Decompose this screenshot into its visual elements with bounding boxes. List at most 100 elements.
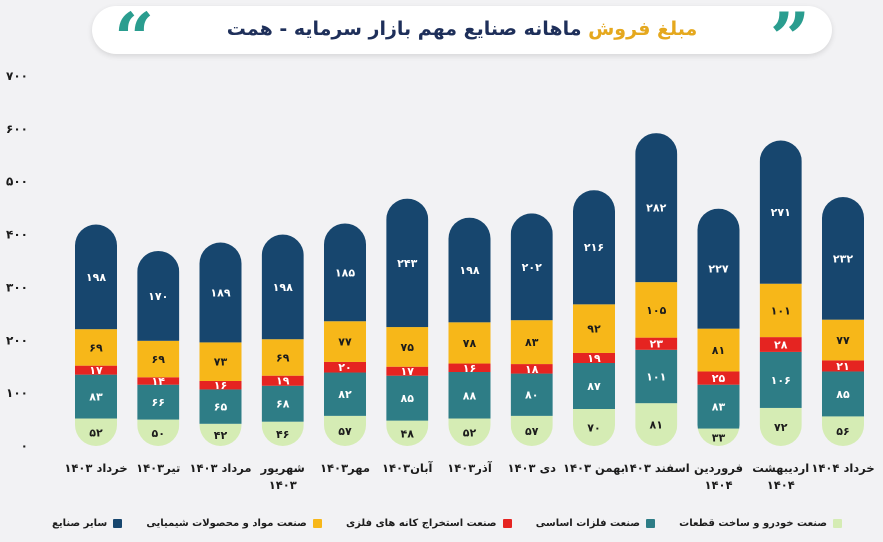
- x-tick-label: مهر۱۴۰۳: [320, 461, 370, 475]
- data-label-chemical: ۷۵: [401, 341, 415, 354]
- data-label-other: ۲۸۲: [646, 202, 666, 215]
- bar-segment-chemical: [137, 340, 180, 378]
- data-label-metals: ۱۰۶: [771, 374, 791, 387]
- data-label-metals: ۸۸: [463, 389, 477, 402]
- bar-segment-metals: [199, 389, 242, 424]
- y-axis: ۰ ۱۰۰ ۲۰۰ ۳۰۰ ۴۰۰ ۵۰۰ ۶۰۰ ۷۰۰: [6, 69, 28, 453]
- legend-swatch: [646, 518, 655, 528]
- legend-item-auto: صنعت خودرو و ساخت قطعات: [679, 510, 842, 536]
- bar-stack: ۸۱ ۱۰۱ ۲۳ ۱۰۵ ۲۸۲: [635, 133, 678, 446]
- x-tick-label: ۱۴۰۴: [767, 478, 795, 492]
- bar-segment-metals: [759, 351, 802, 408]
- data-label-metals: ۸۷: [587, 380, 601, 393]
- legend-swatch: [312, 518, 322, 528]
- data-label-chemical: ۷۳: [214, 356, 228, 369]
- bar-segment-other: [324, 223, 366, 322]
- legend-swatch: [502, 518, 512, 528]
- x-tick-label: ۱۴۰۳: [269, 478, 297, 492]
- bar-segment-mining: [324, 361, 366, 373]
- legend-label: صنعت استخراج کانه های فلزی: [346, 517, 497, 529]
- y-tick-label: ۱۰۰: [6, 386, 28, 400]
- legend-item-other: سایر صنایع: [52, 510, 123, 536]
- bar-segment-metals: [137, 384, 180, 420]
- y-tick-label: ۳۰۰: [6, 280, 28, 294]
- bar-segment-auto: [573, 408, 615, 446]
- bar-segment-other: [822, 197, 864, 320]
- y-tick-label: ۰: [21, 439, 28, 453]
- data-label-other: ۱۹۸: [86, 271, 106, 284]
- bar-segment-auto: [759, 407, 802, 446]
- legend-label: صنعت فلزات اساسی: [535, 517, 640, 529]
- legend-swatch: [113, 518, 123, 528]
- data-label-other: ۱۹۸: [273, 281, 293, 294]
- y-tick-label: ۴۰۰: [6, 228, 28, 242]
- bar-stack: ۴۲ ۶۵ ۱۶ ۷۳ ۱۸۹: [199, 242, 242, 446]
- data-label-metals: ۸۵: [836, 388, 850, 401]
- x-tick-label: مرداد ۱۴۰۳: [189, 461, 251, 475]
- y-tick-label: ۷۰۰: [6, 69, 28, 83]
- legend-item-metals: صنعت فلزات اساسی: [536, 510, 655, 536]
- data-label-mining: ۱۷: [89, 364, 103, 377]
- bar-segment-other: [759, 140, 802, 284]
- data-label-mining: ۲۱: [836, 360, 849, 373]
- data-label-chemical: ۶۹: [276, 351, 290, 364]
- legend-item-mining: صنعت استخراج کانه های فلزی: [346, 510, 512, 536]
- bar-segment-metals: [635, 349, 678, 404]
- data-label-metals: ۸۳: [89, 391, 103, 404]
- bar-segment-mining: [759, 337, 802, 352]
- data-label-mining: ۱۶: [214, 379, 227, 392]
- bar-segment-metals: [261, 385, 304, 422]
- bar-segment-metals: [822, 371, 864, 417]
- data-label-chemical: ۷۸: [463, 337, 477, 350]
- bar-segment-other: [510, 213, 553, 321]
- bar-stack: ۵۷ ۸۰ ۱۸ ۸۳ ۲۰۲: [510, 213, 553, 446]
- bar-segment-other: [261, 234, 304, 340]
- data-label-chemical: ۸۳: [525, 336, 539, 349]
- data-label-chemical: ۹۲: [587, 323, 601, 336]
- bar-segment-auto: [635, 403, 678, 446]
- title-box: “ ” مبلغ فروش ماهانه صنایع مهم بازار سرم…: [92, 4, 832, 74]
- bar-segment-mining: [697, 371, 740, 385]
- bar-segment-chemical: [448, 322, 491, 364]
- bar-segment-chemical: [635, 282, 678, 338]
- data-label-metals: ۸۵: [401, 392, 415, 405]
- data-label-mining: ۲۵: [712, 372, 726, 385]
- data-label-auto: ۵۰: [152, 427, 165, 440]
- bar-stack: ۵۷ ۸۲ ۲۰ ۷۷ ۱۸۵: [324, 223, 366, 446]
- legend-label: صنعت مواد و محصولات شیمیایی: [146, 517, 307, 529]
- bar-segment-mining: [822, 360, 864, 372]
- data-label-chemical: ۶۹: [89, 341, 103, 354]
- bar-segment-mining: [510, 364, 553, 374]
- data-label-mining: ۱۹: [276, 375, 290, 388]
- data-label-other: ۲۷۱: [771, 206, 791, 219]
- x-tick-label: اسفند ۱۴۰۳: [623, 461, 690, 475]
- data-label-chemical: ۱۰۱: [771, 304, 791, 317]
- bar-segment-other: [137, 250, 180, 341]
- bar-segment-mining: [199, 380, 242, 390]
- data-label-metals: ۸۰: [525, 389, 538, 402]
- bar-stack: ۵۰ ۶۶ ۱۴ ۶۹ ۱۷۰: [137, 250, 180, 446]
- bar-segment-other: [448, 217, 491, 323]
- data-label-auto: ۵۲: [463, 426, 477, 439]
- bar-segment-metals: [573, 363, 615, 409]
- x-tick-label: فروردین: [694, 461, 743, 476]
- bar-stack: ۷۰ ۸۷ ۱۹ ۹۲ ۲۱۶: [573, 190, 615, 446]
- data-label-auto: ۵۶: [836, 425, 849, 438]
- data-label-auto: ۳۳: [712, 431, 726, 444]
- bar-segment-other: [386, 198, 429, 328]
- bar-stack: ۳۳ ۸۳ ۲۵ ۸۱ ۲۲۷: [697, 208, 740, 446]
- bar-segment-mining: [635, 337, 678, 350]
- x-tick-label: ۱۴۰۴: [704, 478, 732, 492]
- bar-stack: ۵۲ ۸۳ ۱۷ ۶۹ ۱۹۸: [75, 224, 117, 446]
- data-label-mining: ۲۰: [338, 361, 351, 374]
- data-label-other: ۲۴۳: [397, 257, 417, 270]
- bar-stack: ۵۲ ۸۸ ۱۶ ۷۸ ۱۹۸: [448, 217, 491, 446]
- data-label-auto: ۴۲: [214, 429, 228, 442]
- bar-segment-chemical: [261, 339, 304, 376]
- x-tick-label: آبان۱۴۰۳: [382, 461, 434, 475]
- bar-segment-chemical: [573, 304, 615, 353]
- data-label-mining: ۱۷: [401, 365, 415, 378]
- data-label-mining: ۲۸: [774, 339, 788, 352]
- bar-segment-chemical: [324, 321, 366, 362]
- legend: سایر صنایع صنعت مواد و محصولات شیمیایی صنع…: [52, 510, 842, 536]
